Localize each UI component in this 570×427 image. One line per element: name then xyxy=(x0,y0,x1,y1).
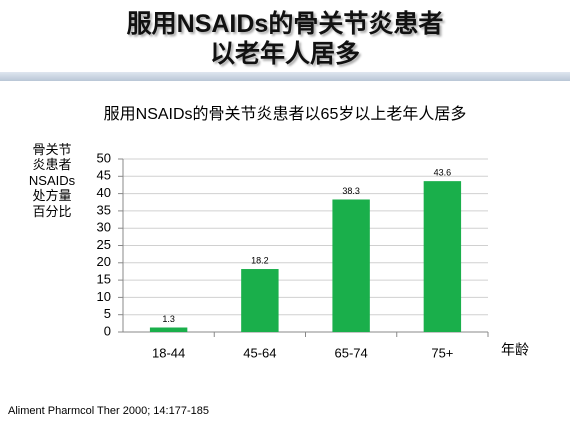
value-label: 38.3 xyxy=(342,186,360,196)
y-tick-label: 50 xyxy=(97,150,111,165)
bar xyxy=(241,269,279,332)
y-axis-label-box: 骨关节炎患者NSAIDs处方量百分比 xyxy=(22,142,82,219)
y-tick-label: 35 xyxy=(97,202,111,217)
value-label: 18.2 xyxy=(251,255,269,265)
x-axis-label: 年龄 xyxy=(501,342,529,358)
y-tick-label: 30 xyxy=(97,220,111,235)
bar xyxy=(332,199,370,332)
y-axis-label: 骨关节炎患者NSAIDs处方量百分比 xyxy=(28,142,76,219)
slide-title: 以老年人居多 xyxy=(209,40,360,68)
y-tick-label: 0 xyxy=(104,323,111,338)
y-tick-label: 45 xyxy=(97,168,111,183)
source-note: Aliment Pharmcol Ther 2000; 14:177-185 xyxy=(8,405,209,417)
bar xyxy=(149,327,188,332)
chart-title: 服用NSAIDs的骨关节炎患者以65岁以上老年人居多 xyxy=(104,105,467,123)
y-tick-label: 10 xyxy=(97,289,111,304)
x-tick-label: 18-44 xyxy=(152,345,185,360)
y-tick-label: 20 xyxy=(97,254,111,269)
slide-title: 服用NSAIDs的骨关节炎患者 xyxy=(126,10,444,38)
value-label: 43.6 xyxy=(434,168,452,178)
y-tick-label: 25 xyxy=(97,237,111,252)
x-tick-label: 65-74 xyxy=(335,345,368,360)
y-tick-label: 40 xyxy=(97,185,111,200)
bar xyxy=(423,181,462,332)
value-label: 1.3 xyxy=(162,314,175,324)
x-tick-label: 45-64 xyxy=(243,345,276,360)
y-tick-label: 15 xyxy=(97,272,111,287)
title-divider xyxy=(0,72,570,81)
y-tick-label: 5 xyxy=(104,306,111,321)
x-tick-label: 75+ xyxy=(431,345,453,360)
